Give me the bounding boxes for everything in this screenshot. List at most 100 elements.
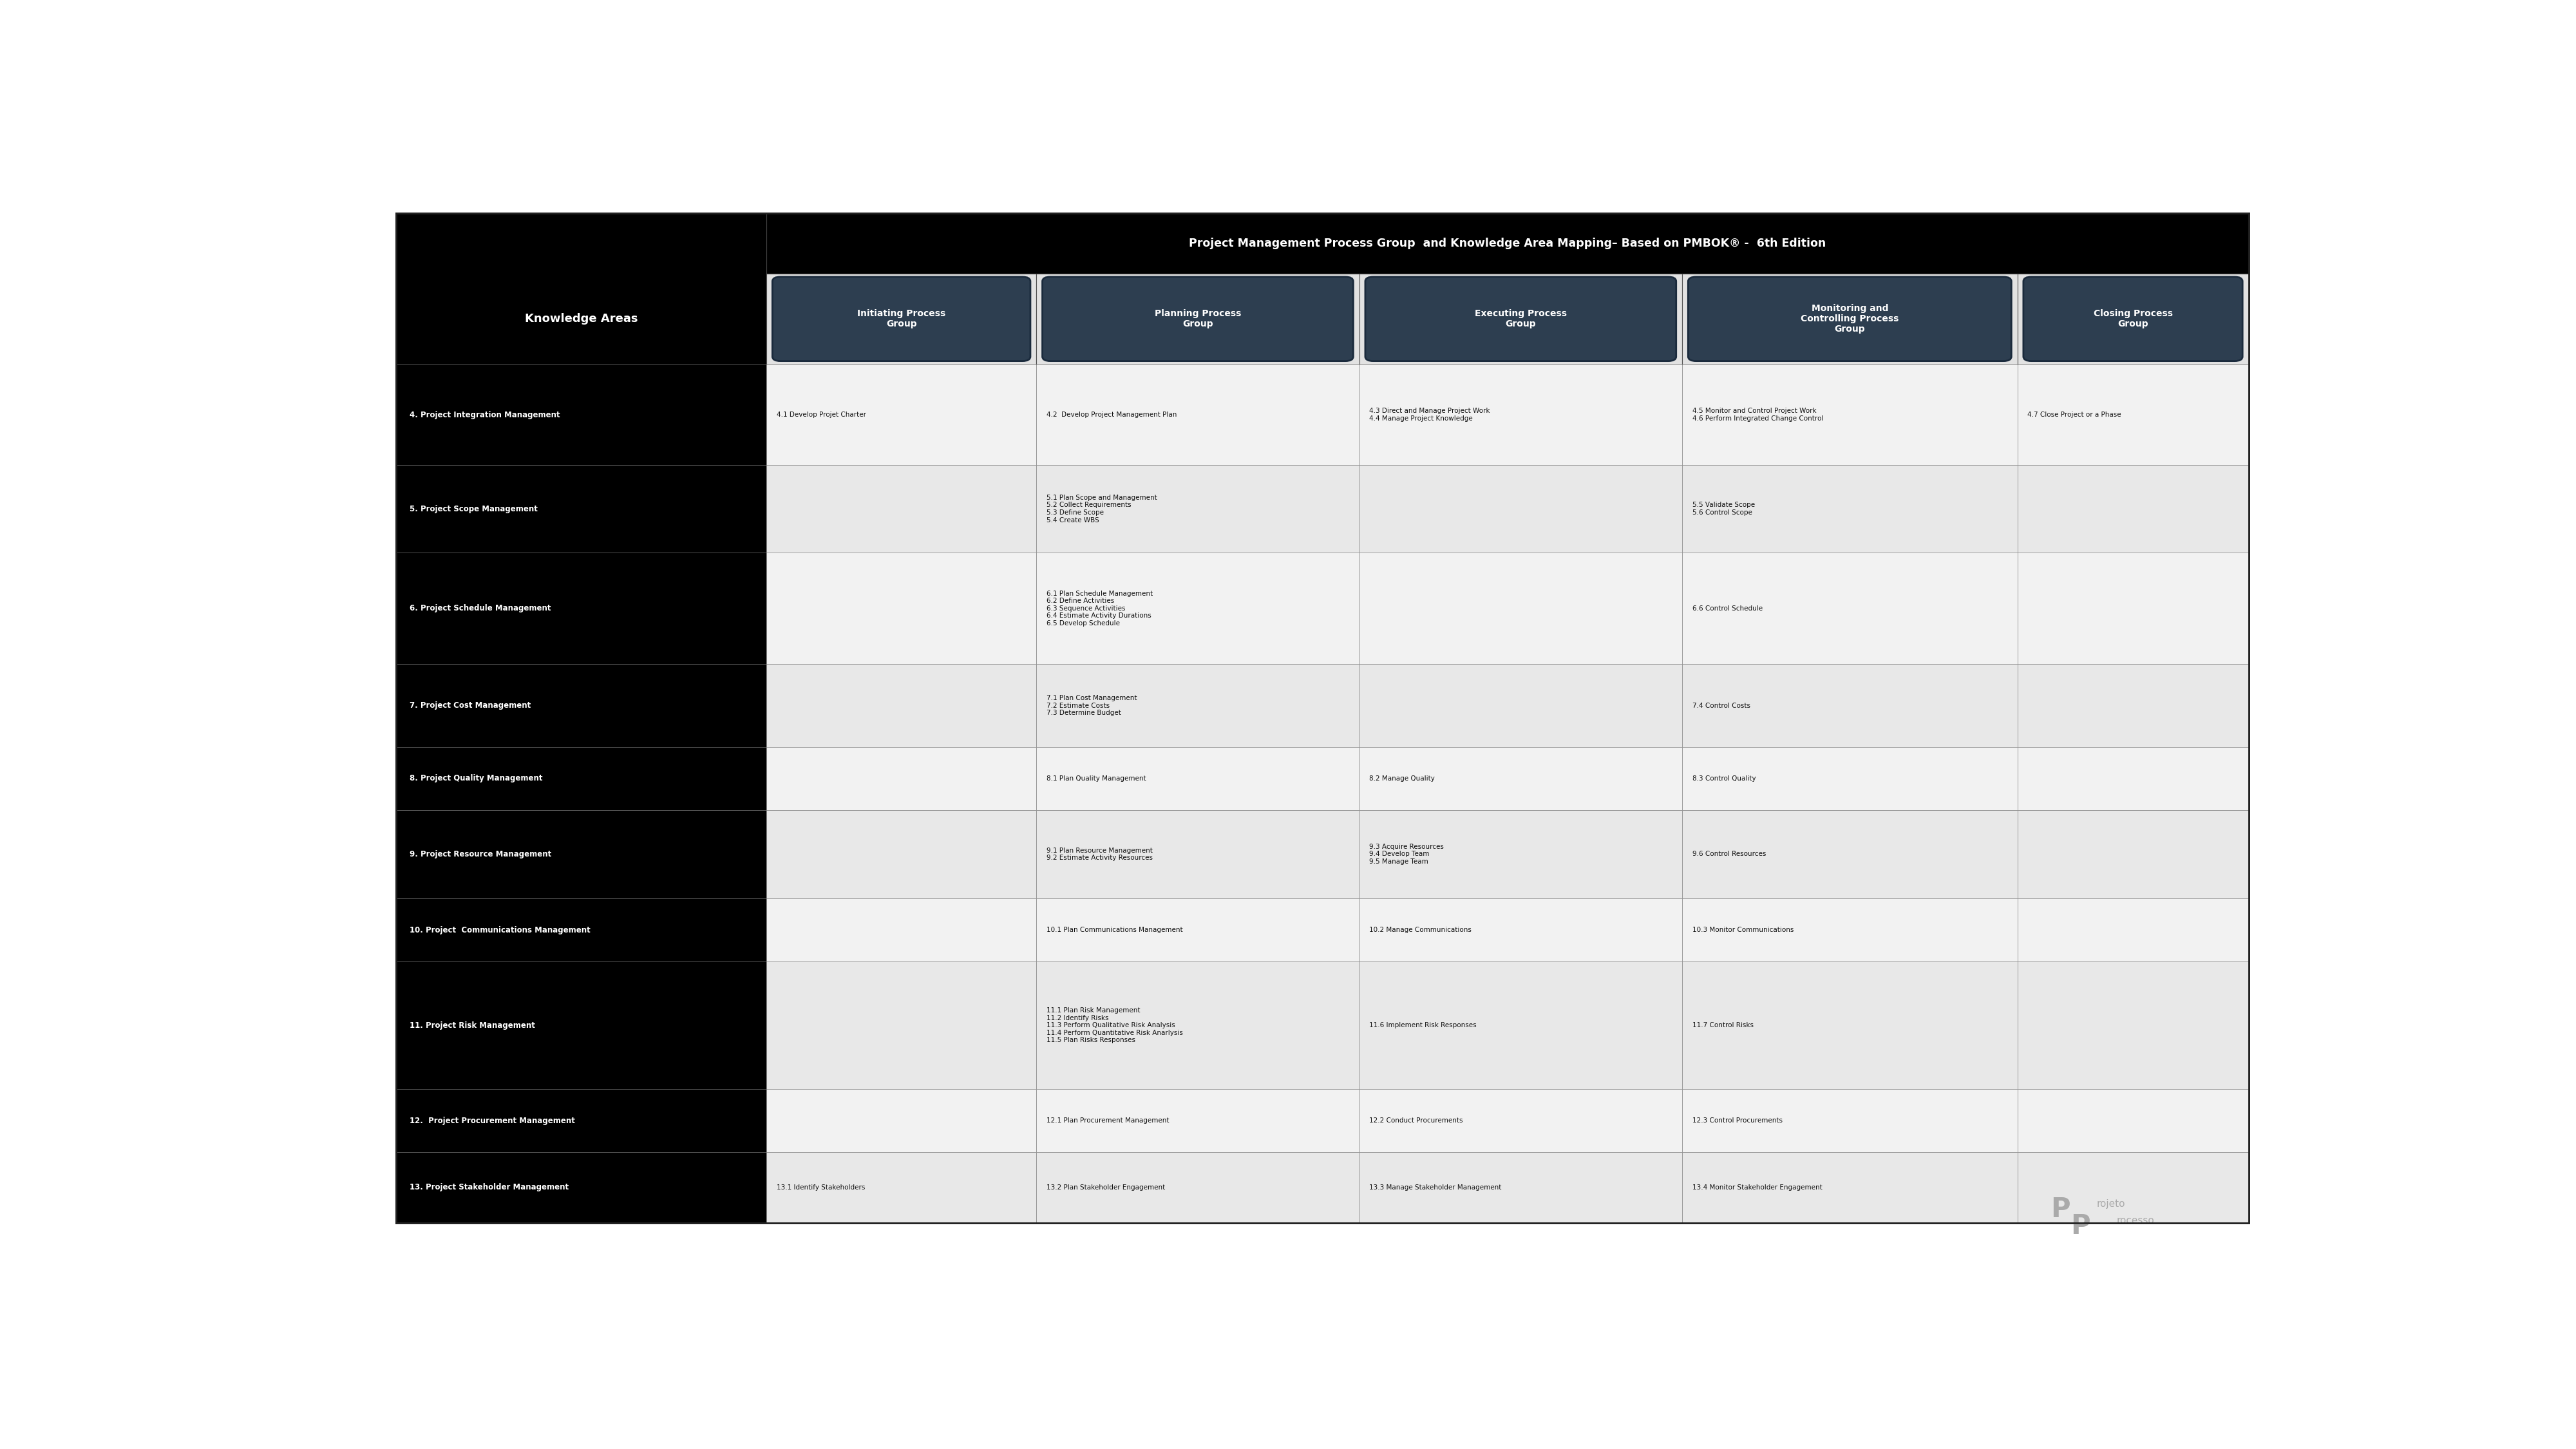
Bar [2017,274,2249,364]
Bar [768,1152,1036,1223]
Text: 11.1 Plan Risk Management
11.2 Identify Risks
11.3 Perform Qualitative Risk Anal: 11.1 Plan Risk Management 11.2 Identify … [1046,1007,1182,1043]
Bar [1036,746,1360,810]
Text: 4.1 Develop Projet Charter: 4.1 Develop Projet Charter [775,412,866,417]
FancyBboxPatch shape [1687,277,2012,361]
Text: Executing Process
Group: Executing Process Group [1473,309,1566,329]
Bar [2017,664,2249,746]
Bar [397,810,768,898]
Text: P: P [2050,1195,2071,1223]
Bar [1360,898,1682,962]
Text: 4.2  Develop Project Management Plan: 4.2 Develop Project Management Plan [1046,412,1177,417]
Bar [1682,364,2017,465]
Bar [397,552,768,664]
Bar [1360,810,1682,898]
Text: 8.1 Plan Quality Management: 8.1 Plan Quality Management [1046,775,1146,781]
Bar [397,465,768,552]
Bar [768,1090,1036,1152]
Bar [2017,898,2249,962]
Bar [1682,465,2017,552]
Bar [768,213,2249,274]
Text: 6. Project Schedule Management: 6. Project Schedule Management [410,604,551,613]
Bar [2017,962,2249,1090]
Text: 4.5 Monitor and Control Project Work
4.6 Perform Integrated Change Control: 4.5 Monitor and Control Project Work 4.6… [1692,407,1824,422]
Text: 13. Project Stakeholder Management: 13. Project Stakeholder Management [410,1184,569,1191]
Bar [1360,746,1682,810]
Bar [1360,465,1682,552]
Text: 12.2 Conduct Procurements: 12.2 Conduct Procurements [1370,1117,1463,1124]
Text: P: P [2071,1213,2092,1239]
Bar [1036,898,1360,962]
Text: 5.5 Validate Scope
5.6 Control Scope: 5.5 Validate Scope 5.6 Control Scope [1692,501,1754,516]
Bar [397,1090,768,1152]
Text: 9.6 Control Resources: 9.6 Control Resources [1692,851,1765,858]
Bar [1682,552,2017,664]
Bar [1036,465,1360,552]
Bar [1036,364,1360,465]
Text: 12.1 Plan Procurement Management: 12.1 Plan Procurement Management [1046,1117,1170,1124]
Bar [768,898,1036,962]
Text: Project Management Process Group  and Knowledge Area Mapping– Based on PMBOK® - : Project Management Process Group and Kno… [1190,238,1826,249]
Bar [2017,465,2249,552]
Text: rocesso: rocesso [2117,1216,2154,1226]
Bar [397,962,768,1090]
Bar [397,364,768,465]
Bar [1036,552,1360,664]
Bar [768,810,1036,898]
Text: 11.6 Implement Risk Responses: 11.6 Implement Risk Responses [1370,1022,1476,1029]
Text: Planning Process
Group: Planning Process Group [1154,309,1242,329]
Bar [1360,1090,1682,1152]
Text: 10.3 Monitor Communications: 10.3 Monitor Communications [1692,927,1793,933]
Bar [768,552,1036,664]
Text: 10. Project  Communications Management: 10. Project Communications Management [410,926,590,935]
Text: 12.  Project Procurement Management: 12. Project Procurement Management [410,1117,574,1124]
Bar [1360,364,1682,465]
Text: 7. Project Cost Management: 7. Project Cost Management [410,701,531,710]
Bar [397,1152,768,1223]
Text: 7.1 Plan Cost Management
7.2 Estimate Costs
7.3 Determine Budget: 7.1 Plan Cost Management 7.2 Estimate Co… [1046,696,1136,716]
FancyBboxPatch shape [2022,277,2244,361]
Text: 13.3 Manage Stakeholder Management: 13.3 Manage Stakeholder Management [1370,1184,1502,1191]
Bar [1360,962,1682,1090]
Bar [768,465,1036,552]
Bar [1036,1090,1360,1152]
Bar [1360,1152,1682,1223]
Bar [1036,664,1360,746]
Bar [397,898,768,962]
Bar [2017,552,2249,664]
Text: 9.3 Acquire Resources
9.4 Develop Team
9.5 Manage Team: 9.3 Acquire Resources 9.4 Develop Team 9… [1370,843,1445,865]
Bar [1682,810,2017,898]
Bar [2017,746,2249,810]
Text: 9.1 Plan Resource Management
9.2 Estimate Activity Resources: 9.1 Plan Resource Management 9.2 Estimat… [1046,848,1151,861]
Text: 4. Project Integration Management: 4. Project Integration Management [410,410,562,419]
Bar [397,213,768,364]
FancyBboxPatch shape [1043,277,1352,361]
Bar [1036,1152,1360,1223]
Text: 13.4 Monitor Stakeholder Engagement: 13.4 Monitor Stakeholder Engagement [1692,1184,1821,1191]
Bar [768,746,1036,810]
Bar [1360,274,1682,364]
Text: 12.3 Control Procurements: 12.3 Control Procurements [1692,1117,1783,1124]
Text: 13.2 Plan Stakeholder Engagement: 13.2 Plan Stakeholder Engagement [1046,1184,1164,1191]
Bar [1682,1152,2017,1223]
Bar [1682,1090,2017,1152]
FancyBboxPatch shape [1365,277,1677,361]
Bar [397,746,768,810]
Text: 9. Project Resource Management: 9. Project Resource Management [410,851,551,858]
Text: Knowledge Areas: Knowledge Areas [526,313,639,325]
Text: Initiating Process
Group: Initiating Process Group [858,309,945,329]
Bar [768,962,1036,1090]
Bar [2017,364,2249,465]
Text: Closing Process
Group: Closing Process Group [2094,309,2172,329]
Text: 10.1 Plan Communications Management: 10.1 Plan Communications Management [1046,927,1182,933]
Text: 4.7 Close Project or a Phase: 4.7 Close Project or a Phase [2027,412,2120,417]
Bar [1682,898,2017,962]
Text: Monitoring and
Controlling Process
Group: Monitoring and Controlling Process Group [1801,304,1899,333]
Bar [1036,274,1360,364]
Bar [1682,746,2017,810]
Text: 8.2 Manage Quality: 8.2 Manage Quality [1370,775,1435,781]
Text: 6.1 Plan Schedule Management
6.2 Define Activities
6.3 Sequence Activities
6.4 E: 6.1 Plan Schedule Management 6.2 Define … [1046,590,1151,626]
Bar [1036,810,1360,898]
Bar [1360,664,1682,746]
Text: 5. Project Scope Management: 5. Project Scope Management [410,504,538,513]
Bar [768,364,1036,465]
